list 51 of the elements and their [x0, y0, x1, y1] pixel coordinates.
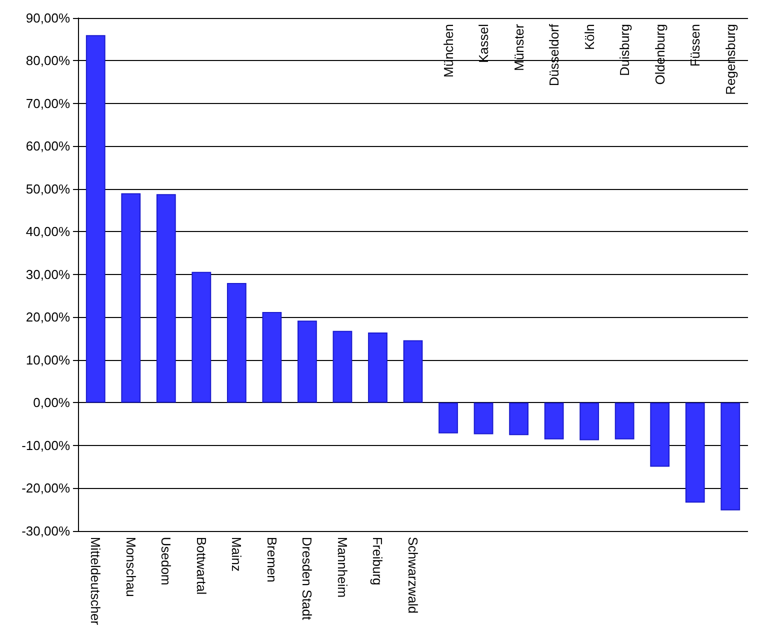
bar [298, 320, 317, 403]
y-tick-label: 90,00% [26, 10, 70, 26]
y-tick-label: 70,00% [26, 96, 70, 111]
x-tick-label: Mannheim [334, 536, 350, 598]
x-tick-label: Dresden Stadt [300, 536, 315, 620]
bar [720, 402, 740, 510]
bar [509, 402, 528, 436]
y-tick-label: 80,00% [26, 53, 70, 68]
x-tick-label: Duisburg [617, 24, 632, 76]
x-tick-label: Düsseldorf [546, 24, 562, 86]
bar [614, 402, 634, 440]
bar [262, 312, 282, 403]
x-tick-label: München [440, 24, 456, 78]
bar [368, 332, 388, 403]
y-tick-label: 30,00% [26, 266, 70, 282]
x-tick-label: Kassel [476, 24, 492, 64]
x-tick-label: Usedom [158, 536, 174, 586]
x-tick-label: Füssen [688, 24, 703, 67]
x-tick-label: Regensburg [722, 24, 738, 95]
x-tick-label: Bottwartal [194, 536, 209, 595]
y-tick-label: -10,00% [22, 438, 70, 453]
x-tick-label: Monschau [123, 536, 138, 597]
bar [685, 402, 705, 503]
y-tick-label: 40,00% [26, 224, 70, 240]
y-tick-label: 50,00% [26, 181, 70, 196]
bar [156, 194, 176, 403]
bar [544, 402, 564, 440]
x-tick-label: Mitteldeutscher [88, 536, 104, 626]
y-tick-label: -30,00% [22, 523, 70, 538]
x-tick-label: Oldenburg [652, 24, 668, 85]
y-tick-label: 20,00% [26, 310, 70, 325]
bar [580, 402, 600, 440]
bar [121, 193, 141, 403]
x-tick-label: Köln [582, 24, 597, 50]
x-tick-label: Mainz [229, 536, 244, 572]
x-tick-label: Münster [511, 23, 526, 71]
y-tick-label: -20,00% [22, 480, 70, 496]
bar [650, 402, 670, 467]
y-tick-label: 10,00% [26, 352, 70, 368]
x-tick-label: Schwarzwald [406, 536, 420, 614]
bar [474, 402, 494, 434]
bar [403, 340, 423, 403]
bar [226, 282, 246, 403]
bar [86, 35, 106, 403]
x-tick-label: Bremen [264, 536, 280, 582]
bar [192, 272, 212, 403]
bar [438, 402, 458, 434]
y-tick-label: 0,00% [33, 395, 70, 410]
y-tick-label: 60,00% [26, 138, 70, 154]
x-tick-label: Freiburg [370, 536, 386, 586]
bar [332, 330, 352, 403]
